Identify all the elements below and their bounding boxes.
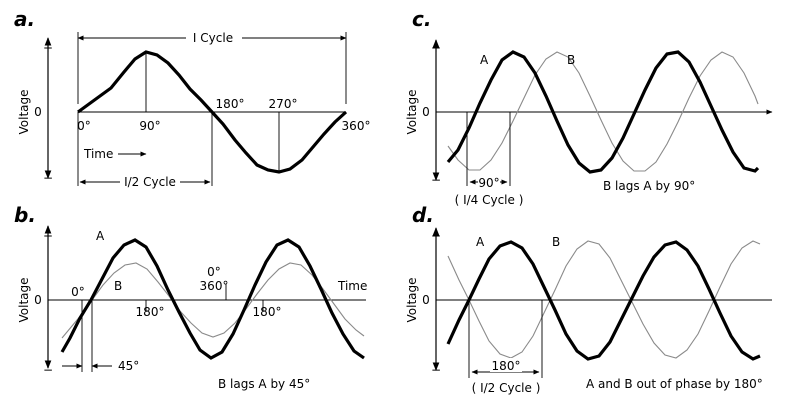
- panel-b-letter: b.: [14, 203, 36, 227]
- panel-a-cycle-label-bg: [186, 30, 242, 46]
- panel-c-shift-sub: ( I/4 Cycle ): [455, 193, 524, 207]
- panel-a-time-label: Time: [83, 147, 113, 161]
- panel-d-caption: A and B out of phase by 180°: [586, 377, 763, 391]
- panel-b-deg-180-left: 180°: [136, 305, 165, 319]
- panel-d-letter: d.: [412, 203, 434, 227]
- panel-b-wave-a: [60, 238, 365, 360]
- panel-c-minus: −: [431, 173, 441, 187]
- panel-b-plus: +: [43, 229, 53, 243]
- panel-c: c. + − 0 Voltage 90° ( I/4 Cycle ) A B B…: [405, 7, 773, 207]
- panel-c-caption: B lags A by 90°: [603, 179, 695, 193]
- panel-b-label-b: B: [114, 279, 122, 293]
- panel-d-wave-a: [446, 240, 761, 361]
- panel-d-plus: +: [431, 229, 441, 243]
- panel-b-label-a: A: [96, 229, 105, 243]
- panel-b-caption: B lags A by 45°: [218, 377, 310, 391]
- panel-b-deg-0-right: 0°: [207, 265, 221, 279]
- panel-d-minus: −: [431, 363, 441, 377]
- panel-d-shift-label: 180°: [492, 359, 521, 373]
- panel-a-cycle-label: I Cycle: [193, 31, 233, 45]
- panel-c-wave-a: [446, 50, 760, 174]
- panel-b: b. + − 0 Voltage A B 0° 180° 0° 360° 180…: [14, 203, 367, 391]
- panel-c-label-b: B: [567, 53, 575, 67]
- panel-d-voltage-label: Voltage: [405, 277, 419, 322]
- panel-a-half-label-bg: [120, 174, 180, 190]
- panel-a-half-cycle-label: I/2 Cycle: [124, 175, 176, 189]
- panel-c-voltage-label: Voltage: [405, 89, 419, 134]
- panel-d-label-a: A: [476, 235, 485, 249]
- panel-d-wave-b: [447, 240, 761, 359]
- panel-a-voltage-label: Voltage: [17, 89, 31, 134]
- panel-c-wave-b: [447, 51, 759, 172]
- panel-a-plus: +: [43, 41, 53, 55]
- panel-a-deg-0: 0°: [77, 119, 91, 133]
- panel-c-zero: 0: [422, 105, 430, 119]
- panel-a-zero: 0: [34, 105, 42, 119]
- panel-c-shift-bg: [478, 175, 500, 189]
- panel-a-deg-90: 90°: [139, 119, 160, 133]
- panel-a-deg-180: 180°: [216, 97, 245, 111]
- panel-b-time-label: Time: [337, 279, 367, 293]
- panel-d-label-b: B: [552, 235, 560, 249]
- panel-b-zero: 0: [34, 293, 42, 307]
- panel-b-deg-180-right: 180°: [253, 305, 282, 319]
- panel-d-zero: 0: [422, 293, 430, 307]
- panel-c-shift-label: 90°: [478, 176, 499, 190]
- panel-a: a. + − 0 Voltage I Cycle 0° 90° 180° 270…: [14, 7, 370, 190]
- panel-b-shift-label: 45°: [118, 359, 139, 373]
- panel-a-deg-360: 360°: [342, 119, 371, 133]
- panel-b-minus: −: [43, 363, 53, 377]
- panel-c-letter: c.: [412, 7, 431, 31]
- panel-d-shift-sub: ( I/2 Cycle ): [472, 381, 541, 395]
- panel-b-deg-0-left: 0°: [71, 285, 85, 299]
- panel-d-shift-bg: [490, 358, 522, 372]
- panel-a-minus: −: [43, 171, 53, 185]
- panel-c-label-a: A: [480, 53, 489, 67]
- panel-d: d. + − 0 Voltage 180° ( I/2 Cycle ) A B …: [405, 203, 772, 395]
- panel-a-letter: a.: [14, 7, 35, 31]
- panel-b-voltage-label: Voltage: [17, 277, 31, 322]
- panel-a-deg-270: 270°: [269, 97, 298, 111]
- panel-c-plus: +: [431, 41, 441, 55]
- panel-a-wave: [77, 50, 348, 174]
- panel-b-deg-360-right: 360°: [200, 279, 229, 293]
